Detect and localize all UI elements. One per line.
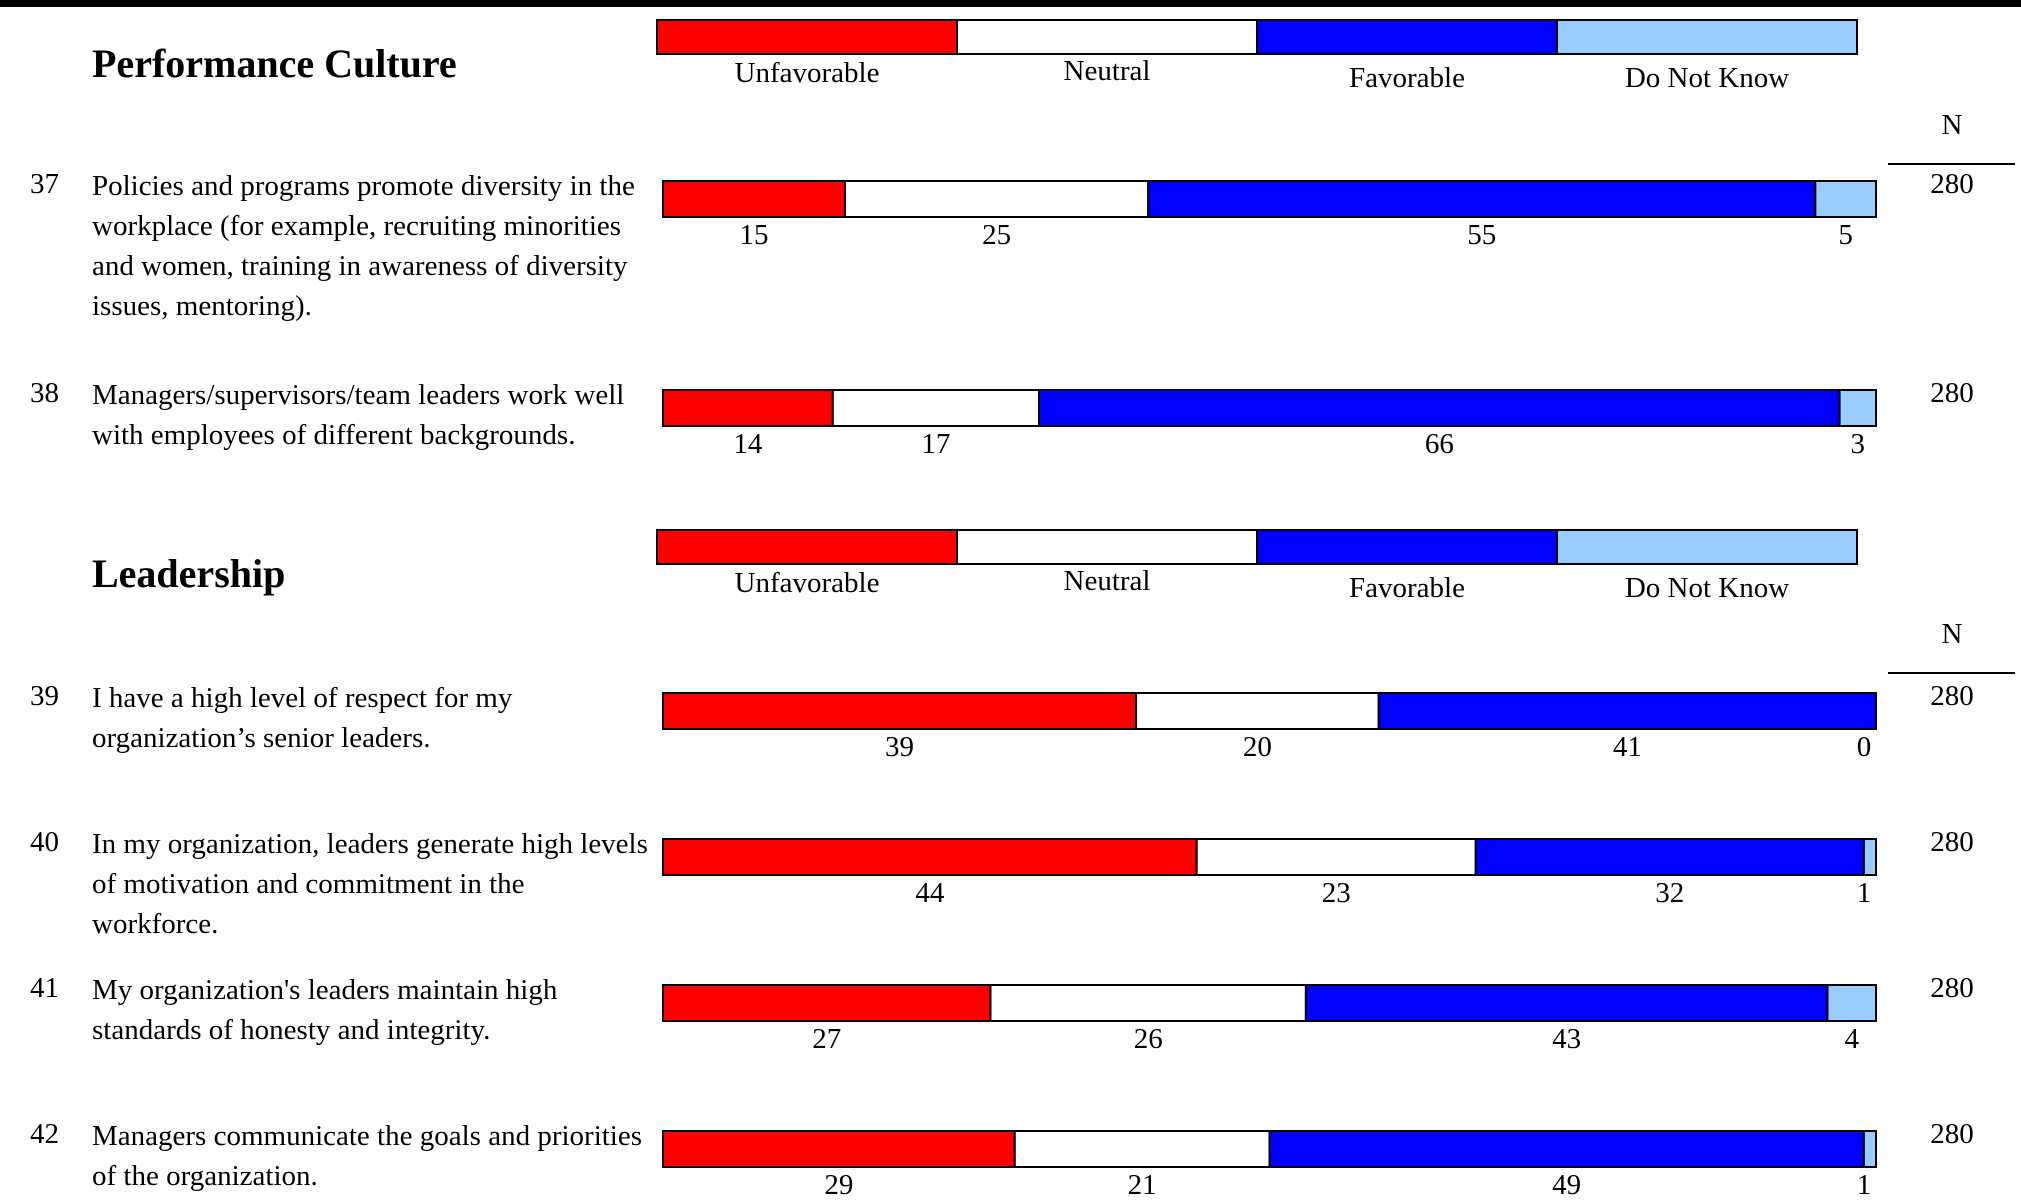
value-label-favorable: 32 xyxy=(1655,877,1685,909)
legend-label-do-not-know: Do Not Know xyxy=(1624,572,1790,604)
value-label-unfavorable: 27 xyxy=(812,1023,842,1055)
legend-swatch-do-not-know xyxy=(1556,529,1858,565)
n-value: 280 xyxy=(1930,1118,1974,1150)
value-label-neutral: 25 xyxy=(982,219,1012,251)
bar-segment-favorable xyxy=(1147,180,1817,218)
section-title: Leadership xyxy=(92,551,286,596)
question-text: I have a high level of respect for my or… xyxy=(92,682,513,754)
bar-segment-do-not-know xyxy=(1814,180,1877,218)
section-title: Performance Culture xyxy=(92,41,457,86)
legend-swatch-neutral xyxy=(956,19,1258,55)
bar-segment-do-not-know xyxy=(1838,389,1877,427)
bar-segment-favorable xyxy=(1038,389,1841,427)
n-value: 280 xyxy=(1930,377,1974,409)
value-label-unfavorable: 29 xyxy=(824,1169,854,1201)
legend-label-favorable: Favorable xyxy=(1349,62,1465,94)
question-text: Policies and programs promote diversity … xyxy=(92,170,635,322)
top-rule xyxy=(0,0,2021,7)
value-label-do-not-know: 0 xyxy=(1856,731,1872,763)
bar-segment-favorable xyxy=(1377,692,1878,730)
bar-segment-unfavorable xyxy=(662,180,846,218)
value-label-unfavorable: 44 xyxy=(915,877,945,909)
bar-segment-neutral xyxy=(1135,692,1380,730)
legend-label-do-not-know: Do Not Know xyxy=(1624,62,1790,94)
value-label-favorable: 55 xyxy=(1467,219,1497,251)
value-label-favorable: 43 xyxy=(1552,1023,1582,1055)
legend-label-neutral: Neutral xyxy=(1063,565,1151,597)
value-label-do-not-know: 5 xyxy=(1838,219,1853,251)
bar-segment-unfavorable xyxy=(662,389,834,427)
legend-label-unfavorable: Unfavorable xyxy=(734,57,880,89)
legend-swatch-neutral xyxy=(956,529,1258,565)
bar-segment-neutral xyxy=(989,984,1307,1022)
bar-segment-neutral xyxy=(1195,838,1477,876)
value-label-do-not-know: 4 xyxy=(1844,1023,1859,1055)
value-label-unfavorable: 39 xyxy=(885,731,915,763)
bar-segment-favorable xyxy=(1304,984,1829,1022)
value-label-neutral: 23 xyxy=(1321,877,1351,909)
question-number: 39 xyxy=(30,680,59,712)
bar-segment-unfavorable xyxy=(662,838,1198,876)
n-value: 280 xyxy=(1930,972,1974,1004)
value-label-neutral: 20 xyxy=(1242,731,1272,763)
bar-segment-do-not-know xyxy=(1862,1130,1877,1168)
value-label-unfavorable: 15 xyxy=(739,219,769,251)
question-number: 40 xyxy=(30,826,59,858)
legend-swatch-unfavorable xyxy=(656,529,958,565)
question-number: 37 xyxy=(30,168,59,200)
question-text: Managers communicate the goals and prior… xyxy=(92,1120,643,1192)
legend-swatch-do-not-know xyxy=(1556,19,1858,55)
value-label-do-not-know: 1 xyxy=(1856,1169,1872,1201)
legend-label-neutral: Neutral xyxy=(1063,55,1151,87)
n-column-header: N xyxy=(1941,109,1963,141)
n-column-header: N xyxy=(1941,618,1963,650)
question-number: 41 xyxy=(30,972,59,1004)
n-header-rule xyxy=(1888,163,2015,165)
legend-swatch-favorable xyxy=(1256,19,1558,55)
legend-swatch-favorable xyxy=(1256,529,1558,565)
bar-segment-neutral xyxy=(1013,1130,1271,1168)
question-text: In my organization, leaders generate hig… xyxy=(92,828,648,940)
legend-label-favorable: Favorable xyxy=(1349,572,1465,604)
value-label-unfavorable: 14 xyxy=(733,428,763,460)
n-value: 280 xyxy=(1930,680,1974,712)
legend-swatch-unfavorable xyxy=(656,19,958,55)
bar-segment-favorable xyxy=(1268,1130,1865,1168)
value-label-do-not-know: 1 xyxy=(1856,877,1872,909)
n-header-rule xyxy=(1888,672,2015,674)
value-label-favorable: 49 xyxy=(1552,1169,1582,1201)
n-value: 280 xyxy=(1930,826,1974,858)
bar-segment-unfavorable xyxy=(662,1130,1016,1168)
legend-label-unfavorable: Unfavorable xyxy=(734,567,880,599)
value-label-favorable: 41 xyxy=(1612,731,1642,763)
value-label-favorable: 66 xyxy=(1424,428,1454,460)
value-label-neutral: 17 xyxy=(921,428,951,460)
n-value: 280 xyxy=(1930,168,1974,200)
bar-segment-do-not-know xyxy=(1826,984,1877,1022)
bar-segment-favorable xyxy=(1474,838,1865,876)
bar-segment-unfavorable xyxy=(662,984,992,1022)
value-label-do-not-know: 3 xyxy=(1850,428,1866,460)
bar-segment-unfavorable xyxy=(662,692,1138,730)
bar-segment-do-not-know xyxy=(1862,838,1877,876)
question-text: Managers/supervisors/team leaders work w… xyxy=(92,379,625,451)
question-number: 38 xyxy=(30,377,59,409)
question-number: 42 xyxy=(30,1118,59,1150)
bar-segment-neutral xyxy=(843,180,1150,218)
question-text: My organization's leaders maintain high … xyxy=(92,974,558,1046)
value-label-neutral: 26 xyxy=(1133,1023,1163,1055)
bar-segment-neutral xyxy=(831,389,1041,427)
value-label-neutral: 21 xyxy=(1127,1169,1157,1201)
